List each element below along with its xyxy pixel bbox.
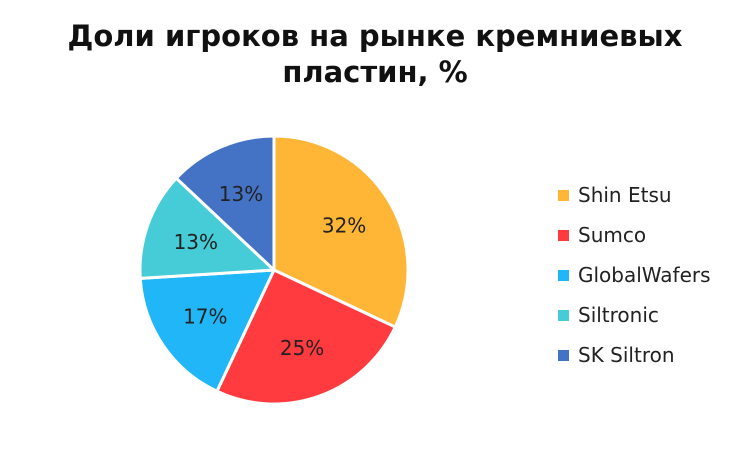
data-label: 13%: [219, 182, 263, 206]
legend-swatch: [558, 189, 569, 201]
legend-label: Shin Etsu: [578, 183, 672, 207]
legend-swatch: [558, 229, 569, 241]
legend-label: Siltronic: [578, 303, 659, 327]
pie-slice: [272, 134, 410, 329]
legend-item: Sumco: [558, 215, 711, 255]
pie-slice: [138, 176, 276, 280]
data-label: 25%: [280, 336, 324, 360]
legend-item: Siltronic: [558, 295, 711, 335]
chart-title-line-2: пластин, %: [282, 55, 468, 89]
legend-item: SK Siltron: [558, 335, 711, 375]
legend-label: SK Siltron: [578, 343, 675, 367]
pie-slice: [138, 268, 276, 393]
legend-swatch: [558, 269, 569, 281]
legend-swatch: [558, 309, 569, 321]
legend: Shin Etsu Sumco GlobalWafers Siltronic S…: [558, 175, 711, 375]
chart-title-line-1: Доли игроков на рынке кремниевых: [67, 19, 683, 53]
chart-title: Доли игроков на рынке кремниевых пластин…: [0, 18, 750, 90]
pie-slice: [215, 268, 397, 406]
legend-item: GlobalWafers: [558, 255, 711, 295]
legend-swatch: [558, 349, 569, 361]
data-label: 32%: [322, 214, 366, 238]
legend-label: GlobalWafers: [578, 263, 711, 287]
legend-item: Shin Etsu: [558, 175, 711, 215]
pie-slice: [174, 134, 276, 272]
data-label: 13%: [174, 230, 218, 254]
data-label: 17%: [183, 305, 227, 329]
legend-label: Sumco: [578, 223, 647, 247]
